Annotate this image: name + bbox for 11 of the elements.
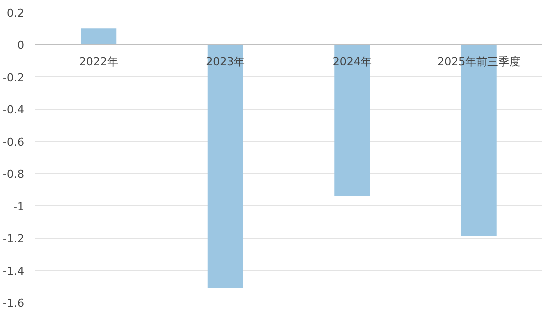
y-tick-label: 0.2 xyxy=(7,7,25,20)
x-tick-label: 2022年 xyxy=(79,56,118,69)
y-tick-label: -0.6 xyxy=(3,136,25,149)
y-tick-label: -1 xyxy=(14,200,24,214)
y-tick-label: -0.8 xyxy=(3,168,25,182)
y-tick-label: -1.2 xyxy=(3,232,25,246)
y-tick-label: -1.4 xyxy=(3,264,25,278)
y-tick-label: -1.6 xyxy=(3,297,25,310)
y-tick-label: -0.4 xyxy=(3,104,25,117)
y-tick-label: 0 xyxy=(18,39,24,52)
y-tick-label: -0.2 xyxy=(3,71,25,84)
